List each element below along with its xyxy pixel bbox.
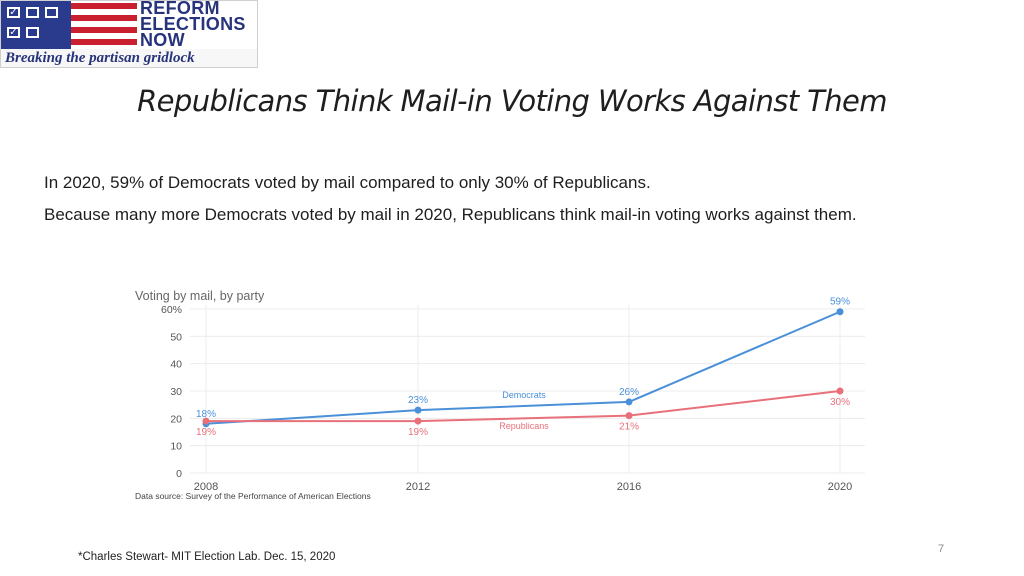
logo-text-line1: REFORM xyxy=(140,0,220,18)
organization-logo: ✓ ✓ REFORM ELECTIONS NOW Breaking the pa… xyxy=(0,0,258,68)
x-tick-label: 2008 xyxy=(194,481,218,493)
data-point xyxy=(625,412,633,420)
logo-stripe xyxy=(71,39,137,45)
series-line-democrats xyxy=(205,310,841,425)
y-tick-label: 0 xyxy=(176,468,182,480)
footnote: *Charles Stewart- MIT Election Lab. Dec.… xyxy=(78,551,336,563)
series-name-label: Democrats xyxy=(502,390,546,400)
data-label: 23% xyxy=(408,395,428,406)
chart-title: Voting by mail, by party xyxy=(135,289,265,303)
data-label: 59% xyxy=(830,297,850,308)
data-label: 19% xyxy=(196,427,216,438)
logo-tagline: Breaking the partisan gridlock xyxy=(1,49,257,67)
x-tick-label: 2020 xyxy=(828,481,852,493)
logo-text-line2: ELECTIONS xyxy=(140,14,246,34)
x-tick-label: 2016 xyxy=(617,481,641,493)
line-chart: Voting by mail, by party 60% 50 40 30 20 10 0 20… xyxy=(130,285,870,505)
data-label: 19% xyxy=(408,427,428,438)
logo-stripe xyxy=(71,3,137,9)
x-tick-label: 2012 xyxy=(406,481,430,493)
checkbox-icon xyxy=(26,27,39,38)
page-number: 7 xyxy=(938,543,945,555)
checkbox-icon xyxy=(26,7,39,18)
data-point xyxy=(202,417,210,425)
y-tick-label: 50 xyxy=(170,331,182,343)
y-tick-label: 60% xyxy=(161,304,182,316)
chart-source-note: Data source: Survey of the Performance o… xyxy=(135,491,371,501)
data-point xyxy=(414,417,422,425)
data-point xyxy=(625,398,633,406)
data-label: 21% xyxy=(619,422,639,433)
body-text-line-1: In 2020, 59% of Democrats voted by mail … xyxy=(44,173,651,192)
y-tick-label: 10 xyxy=(170,441,182,453)
y-tick-label: 20 xyxy=(170,413,182,425)
checkbox-checked-icon: ✓ xyxy=(7,7,20,18)
body-text-line-2: Because many more Democrats voted by mai… xyxy=(44,205,857,224)
checkbox-icon xyxy=(45,7,58,18)
data-label: 18% xyxy=(196,409,216,420)
series-line-republicans xyxy=(206,390,841,423)
y-tick-label: 30 xyxy=(170,386,182,398)
logo-stripe xyxy=(71,15,137,21)
y-tick-label: 40 xyxy=(170,359,182,371)
data-label: 26% xyxy=(619,387,639,398)
data-point xyxy=(836,308,844,316)
logo-stripe xyxy=(71,27,137,33)
logo-checkbox-panel: ✓ ✓ xyxy=(1,1,71,49)
data-label: 30% xyxy=(830,397,850,408)
series-name-label: Republicans xyxy=(499,421,549,431)
data-point xyxy=(414,406,422,414)
logo-text-line3: NOW xyxy=(140,30,185,50)
checkbox-checked-icon: ✓ xyxy=(7,27,20,38)
slide-title: Republicans Think Mail-in Voting Works A… xyxy=(137,84,887,118)
data-point xyxy=(836,387,844,395)
